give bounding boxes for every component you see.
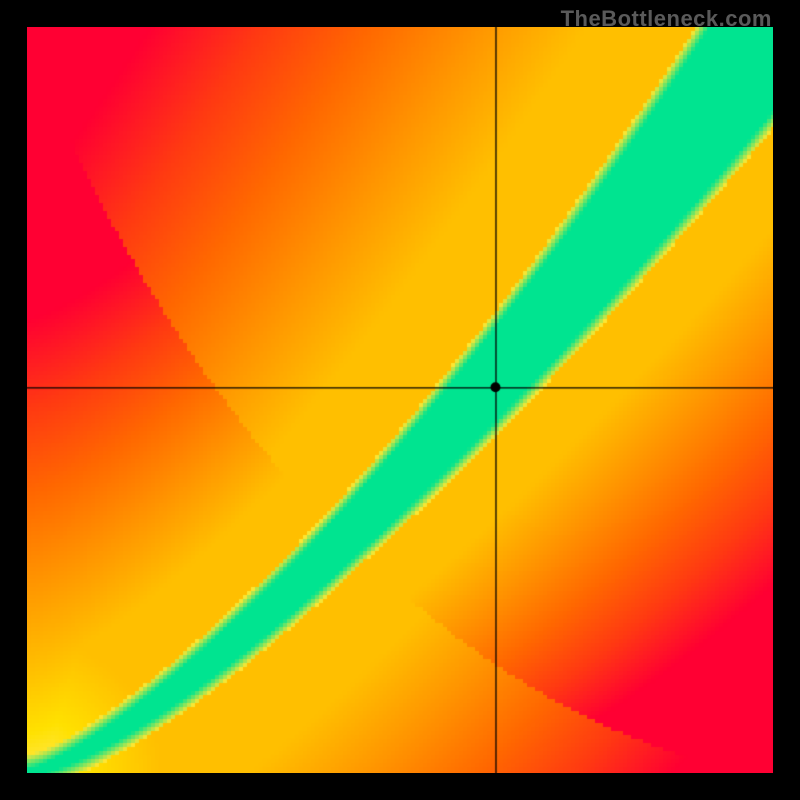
chart-container: { "watermark": { "text": "TheBottleneck.… [0,0,800,800]
heatmap-canvas [27,27,773,773]
watermark-text: TheBottleneck.com [561,6,772,32]
